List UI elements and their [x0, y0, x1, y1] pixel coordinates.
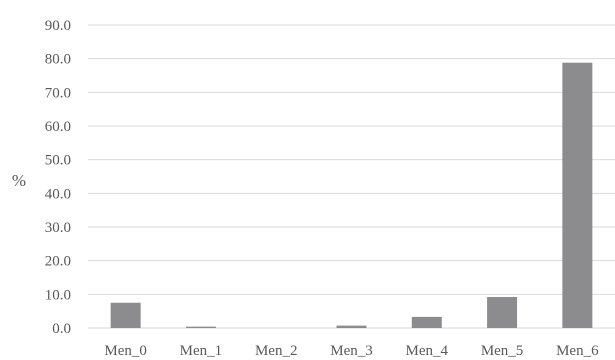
x-tick-label: Men_5 — [481, 343, 524, 359]
x-tick-label: Men_0 — [104, 343, 147, 359]
bar-men-1 — [185, 326, 216, 328]
bar-men-4 — [411, 316, 442, 328]
y-tick-label: 90.0 — [45, 18, 71, 34]
bar-men-6 — [562, 62, 593, 328]
y-tick-label: 20.0 — [45, 254, 71, 270]
x-tick-label: Men_4 — [406, 343, 449, 359]
x-tick-label: Men_1 — [180, 343, 223, 359]
bar-men-3 — [336, 325, 367, 328]
y-axis-tick-labels: 0.0 10.0 20.0 30.0 40.0 50.0 60.0 70.0 80.0 90.0 — [45, 18, 71, 337]
y-tick-label: 0.0 — [52, 321, 71, 337]
bar-men-0 — [110, 302, 141, 328]
bar-men-5 — [487, 297, 518, 328]
x-axis-tick-labels: Men_0 Men_1 Men_2 Men_3 Men_4 Men_5 Men_6 — [104, 343, 599, 359]
bars — [110, 62, 593, 328]
y-tick-label: 40.0 — [45, 186, 71, 202]
y-tick-label: 30.0 — [45, 220, 71, 236]
y-tick-label: 80.0 — [45, 52, 71, 68]
y-tick-label: 70.0 — [45, 85, 71, 101]
y-axis-title: % — [12, 171, 26, 190]
y-tick-label: 50.0 — [45, 153, 71, 169]
y-tick-label: 60.0 — [45, 119, 71, 135]
x-tick-label: Men_3 — [330, 343, 373, 359]
gridlines — [88, 24, 615, 329]
x-tick-label: Men_6 — [556, 343, 599, 359]
x-tick-label: Men_2 — [255, 343, 298, 359]
y-tick-label: 10.0 — [45, 287, 71, 303]
